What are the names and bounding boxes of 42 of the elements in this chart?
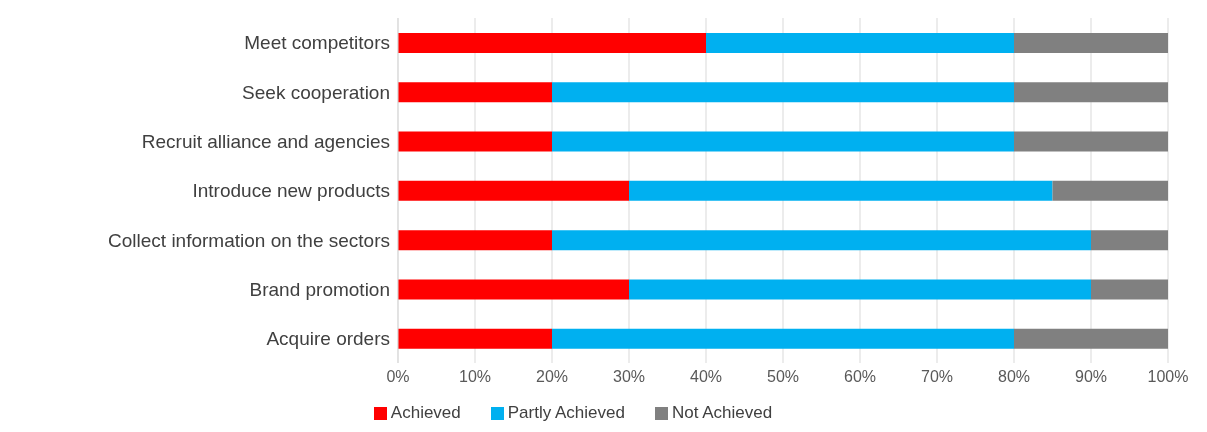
- y-tick-label: Acquire orders: [266, 328, 390, 350]
- bar: [1014, 131, 1168, 152]
- bar: [552, 230, 1091, 251]
- x-tick-label: 40%: [689, 368, 723, 386]
- legend-label: Partly Achieved: [507, 403, 625, 422]
- x-tick-label: 70%: [920, 368, 954, 386]
- y-tick-label: Meet competitors: [244, 32, 390, 54]
- bar: [398, 328, 552, 349]
- legend-label: Not Achieved: [671, 403, 773, 422]
- bar: [629, 279, 1091, 300]
- bar: [398, 279, 629, 300]
- bar: [1052, 180, 1168, 201]
- bar: [398, 230, 552, 251]
- bar: [398, 82, 552, 103]
- bar: [552, 328, 1014, 349]
- bar: [1091, 230, 1168, 251]
- bar: [552, 82, 1014, 103]
- x-tick-label: 20%: [535, 368, 569, 386]
- bar: [398, 33, 706, 53]
- x-tick-label: 60%: [843, 368, 877, 386]
- y-tick-label: Recruit alliance and agencies: [141, 130, 390, 152]
- legend-label: Achieved: [390, 403, 461, 422]
- y-tick-label: Brand promotion: [249, 278, 390, 300]
- bar: [398, 180, 629, 201]
- x-tick-label: 30%: [612, 368, 646, 386]
- bar: [1091, 279, 1168, 300]
- bar: [552, 131, 1014, 152]
- bar: [1014, 328, 1168, 349]
- x-tick-label: 50%: [766, 368, 800, 386]
- bar: [1014, 82, 1168, 103]
- y-tick-label: Seek cooperation: [242, 81, 390, 103]
- y-tick-label: Introduce new products: [192, 180, 390, 202]
- x-tick-label: 90%: [1074, 368, 1108, 386]
- y-tick-label: Collect information on the sectors: [108, 229, 390, 251]
- bar: [398, 131, 552, 152]
- bar: [1014, 33, 1168, 53]
- x-tick-label: 80%: [997, 368, 1031, 386]
- bar: [629, 180, 1053, 201]
- x-tick-label: 100%: [1147, 368, 1189, 386]
- x-tick-label: 0%: [386, 368, 410, 386]
- x-tick-label: 10%: [458, 368, 492, 386]
- bar: [706, 33, 1014, 53]
